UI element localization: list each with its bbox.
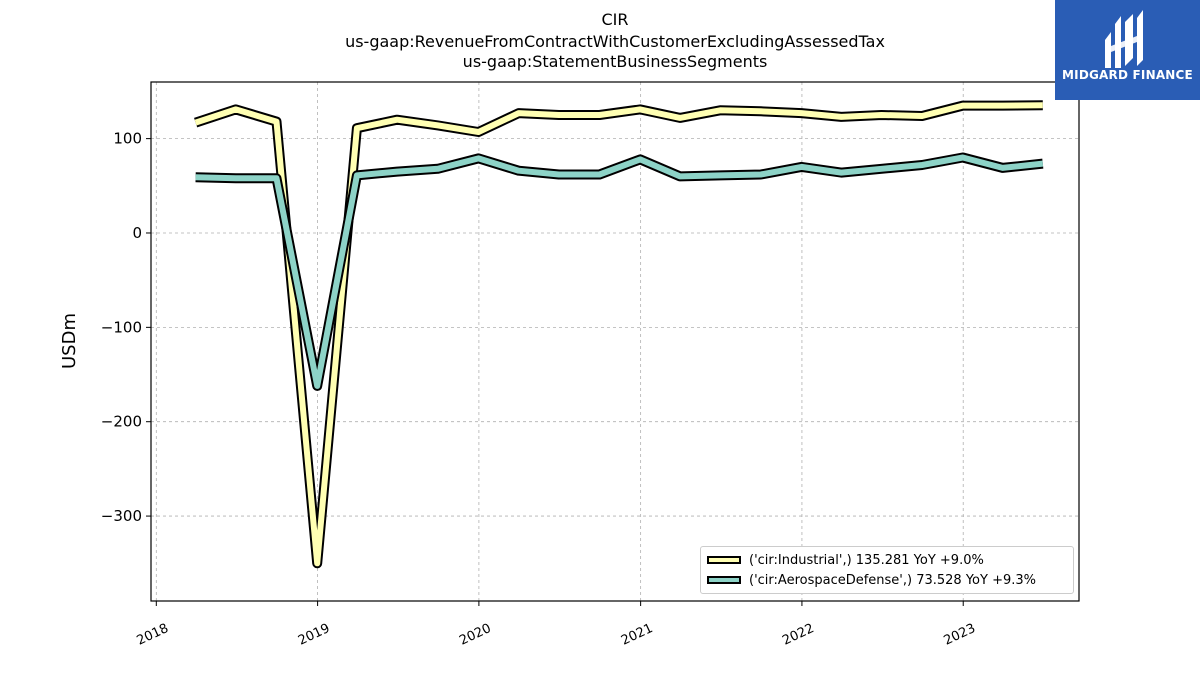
x-tick-label: 2023	[942, 621, 978, 649]
y-tick-label: −100	[101, 318, 142, 336]
legend-label-industrial: ('cir:Industrial',) 135.281 YoY +9.0%	[749, 552, 984, 568]
chart-legend: ('cir:Industrial',) 135.281 YoY +9.0% ('…	[700, 546, 1074, 594]
legend-swatch-aerospace-defense	[707, 576, 741, 584]
grid-lines	[151, 82, 1079, 601]
midgard-logo: MIDGARD FINANCE	[1055, 0, 1200, 100]
y-tick-label: 100	[113, 130, 142, 148]
series-lines	[194, 100, 1044, 569]
plot-area-frame	[150, 81, 1080, 602]
y-tick-label: −300	[101, 507, 142, 525]
x-tick-label: 2022	[780, 621, 816, 649]
legend-item-aerospace-defense: ('cir:AerospaceDefense',) 73.528 YoY +9.…	[701, 571, 1036, 589]
legend-label-aerospace-defense: ('cir:AerospaceDefense',) 73.528 YoY +9.…	[749, 572, 1036, 588]
chart-subtitle-axis: us-gaap:StatementBusinessSegments	[462, 52, 768, 71]
x-tick-label: 2020	[457, 621, 493, 649]
chart-subtitle-concept: us-gaap:RevenueFromContractWithCustomerE…	[345, 32, 885, 51]
series-line-industrial	[194, 102, 1043, 567]
x-axis-ticks: 2018 2019 2020 2021 2022 2023	[135, 601, 978, 649]
logo-wordmark: MIDGARD FINANCE	[1062, 68, 1193, 82]
chart-title: CIR	[601, 10, 629, 29]
series-line-aerospace-defense	[195, 154, 1044, 389]
legend-item-industrial: ('cir:Industrial',) 135.281 YoY +9.0%	[701, 551, 984, 569]
y-axis-ticks: 100 0 −100 −200 −300	[101, 130, 151, 525]
x-tick-label: 2018	[135, 621, 171, 649]
legend-swatch-industrial	[707, 556, 741, 564]
y-tick-label: 0	[132, 224, 142, 242]
y-tick-label: −200	[101, 413, 142, 431]
y-axis-label: USDm	[59, 313, 80, 369]
x-tick-label: 2021	[619, 621, 655, 649]
x-tick-label: 2019	[296, 621, 332, 649]
midgard-logo-icon	[1105, 10, 1143, 68]
